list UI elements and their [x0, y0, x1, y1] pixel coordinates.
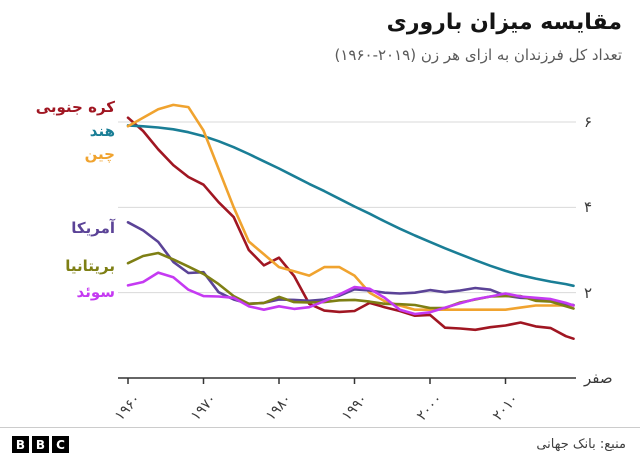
y-tick-label-4: ۴ [584, 198, 593, 217]
footer-divider [0, 427, 640, 428]
source-text: منبع: بانک جهانی [536, 437, 626, 452]
line-india [126, 124, 575, 288]
bbc-logo-block-2: B [32, 436, 49, 453]
y-tick-label-0: صفر [584, 369, 613, 387]
bbc-logo-block-3: C [52, 436, 69, 453]
series-label-south-korea: کره جنوبی [35, 98, 115, 116]
line-china [126, 103, 575, 312]
bbc-logo-block-1: B [12, 436, 29, 453]
y-tick-label-2: ۲ [584, 283, 593, 302]
chart-subtitle: تعداد کل فرزندان به ازای هر زن (۲۰۱۹-۱۹۶… [334, 46, 622, 64]
series-label-sweden: سوئد [76, 283, 115, 301]
series-label-uk: بریتانیا [65, 257, 115, 275]
chart-title: مقایسه میزان باروری [386, 10, 622, 35]
series-label-china: چین [84, 145, 115, 163]
line-uk [126, 251, 575, 310]
line-south-korea [126, 116, 575, 341]
y-tick-label-6: ۶ [584, 112, 593, 131]
series-label-usa: آمریکا [71, 219, 115, 237]
series-label-india: هند [89, 122, 115, 140]
line-sweden [126, 271, 575, 316]
